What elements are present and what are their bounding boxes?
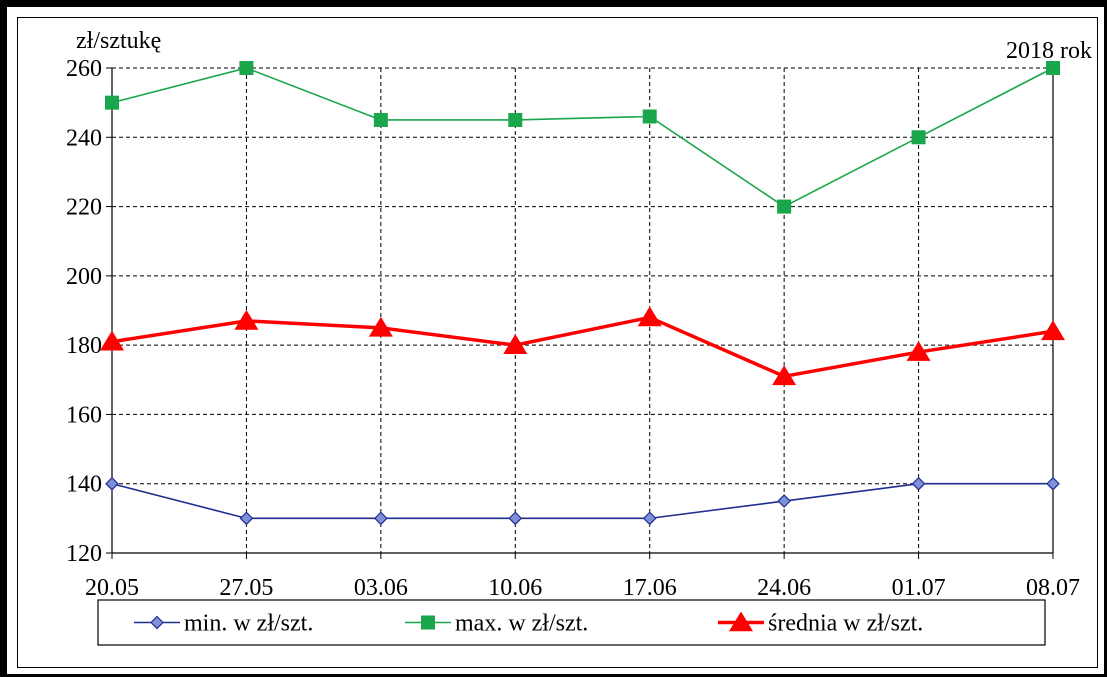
x-tick-label: 10.06 xyxy=(488,575,542,601)
data-point xyxy=(906,341,931,361)
y-tick-label: 140 xyxy=(66,472,102,498)
x-tick-label: 01.07 xyxy=(892,575,946,601)
legend-label: min. w zł/szt. xyxy=(184,611,313,637)
series-0 xyxy=(105,476,1060,526)
legend-swatch-marker xyxy=(421,615,435,630)
data-point xyxy=(373,112,388,127)
legend: min. w zł/szt. max. w zł/szt. średnia w zł… xyxy=(97,599,1046,646)
x-tick-label: 24.06 xyxy=(757,575,811,601)
data-point xyxy=(105,476,119,491)
axes: 120 140 160 180 200 220 240 260 20.05 27.05 03.06 1… xyxy=(66,56,1080,601)
series-1 xyxy=(105,61,1060,214)
year-annotation: 2018 rok xyxy=(1006,38,1092,64)
y-tick-label: 240 xyxy=(66,125,102,151)
x-tick-label: 03.06 xyxy=(354,575,408,601)
chart-inner-border xyxy=(17,17,1098,668)
legend-swatch-marker xyxy=(150,615,164,630)
y-tick-label: 260 xyxy=(66,56,102,82)
data-point xyxy=(234,309,259,330)
data-point xyxy=(239,61,254,75)
series-lines xyxy=(100,61,1065,526)
legend-entry-2: średnia w zł/szt. xyxy=(718,611,923,637)
data-point xyxy=(637,306,662,327)
legend-entry-1: max. w zł/szt. xyxy=(405,611,588,637)
legend-swatch-marker xyxy=(729,611,753,632)
series-2 xyxy=(100,306,1065,386)
data-point xyxy=(777,199,792,214)
data-point xyxy=(772,365,797,386)
data-point xyxy=(642,511,657,526)
series-line xyxy=(111,482,1053,520)
series-line xyxy=(111,67,1054,208)
y-tick-label: 120 xyxy=(66,541,102,567)
data-point xyxy=(374,511,388,526)
y-axis-label: zł/sztukę xyxy=(76,28,161,54)
data-point xyxy=(1046,61,1060,75)
data-point xyxy=(911,476,926,491)
data-point xyxy=(642,109,657,124)
data-point xyxy=(105,95,119,110)
data-point xyxy=(503,334,528,354)
y-tick-label: 160 xyxy=(66,402,102,428)
x-tick-label: 17.06 xyxy=(623,575,677,601)
data-point xyxy=(100,330,124,351)
series-line xyxy=(111,315,1054,379)
data-point xyxy=(508,511,523,526)
y-tick-label: 220 xyxy=(66,195,102,221)
legend-entry-0: min. w zł/szt. xyxy=(134,611,313,637)
data-point xyxy=(1046,476,1060,491)
y-tick-label: 200 xyxy=(66,264,102,290)
data-point xyxy=(239,511,254,526)
x-tick-label: 20.05 xyxy=(85,575,139,601)
data-point xyxy=(1041,320,1065,341)
data-point xyxy=(508,112,523,127)
legend-box xyxy=(97,599,1046,646)
y-tick-label: 180 xyxy=(66,333,102,359)
data-point xyxy=(911,130,926,145)
data-point xyxy=(368,316,393,337)
x-tick-label: 27.05 xyxy=(219,575,273,601)
x-tick-label: 08.07 xyxy=(1026,575,1080,601)
legend-label: max. w zł/szt. xyxy=(455,611,588,637)
data-point xyxy=(777,494,791,508)
legend-label: średnia w zł/szt. xyxy=(768,611,923,637)
